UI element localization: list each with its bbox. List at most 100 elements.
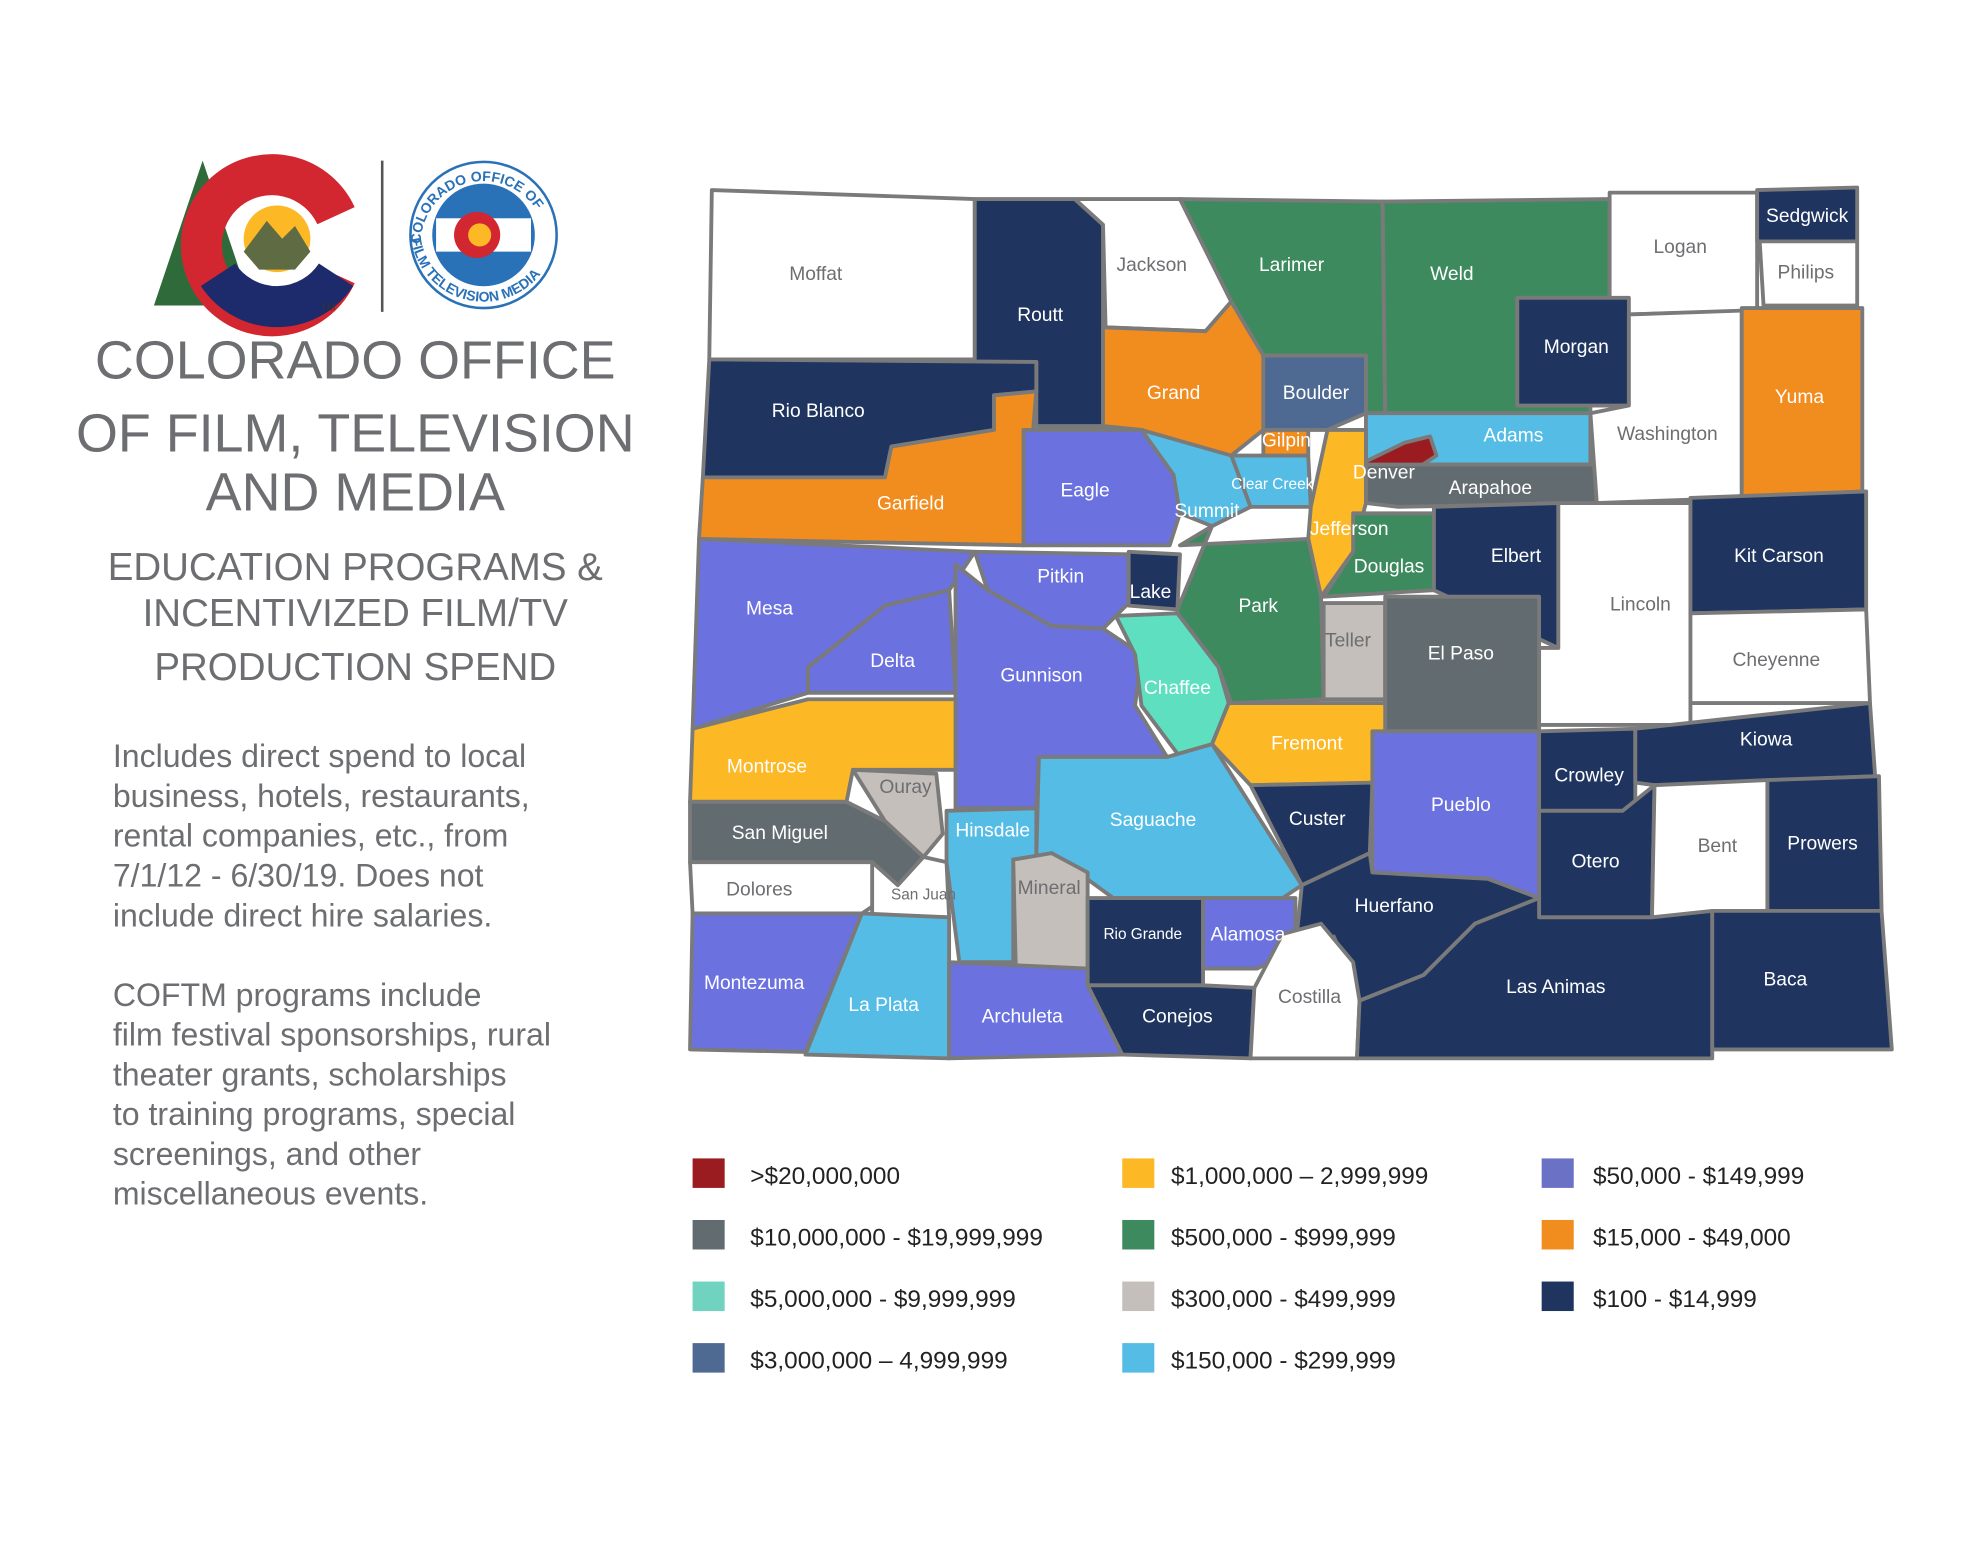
county-label: Gilpin <box>1262 431 1311 452</box>
county-label: Gunnison <box>1000 665 1082 686</box>
description-line: to training programs, special <box>113 1096 516 1132</box>
county-label: Lincoln <box>1610 595 1671 616</box>
county <box>1355 896 1715 1061</box>
county-label: Routt <box>1017 305 1064 326</box>
county <box>806 588 958 695</box>
county-label: Teller <box>1325 631 1372 652</box>
county-label: Ouray <box>879 777 932 798</box>
legend-label: $10,000,000 - $19,999,999 <box>750 1225 1043 1252</box>
county-label: Kiowa <box>1740 729 1793 750</box>
county-label: Otero <box>1571 851 1619 872</box>
logo-mountain <box>243 220 311 270</box>
county-label: Rio Blanco <box>772 401 865 422</box>
county-label: Baca <box>1763 969 1807 990</box>
subtitle-line: EDUCATION PROGRAMS & <box>108 546 603 589</box>
county-label: Yuma <box>1775 387 1824 408</box>
county-label: Jefferson <box>1310 519 1389 540</box>
county-label: La Plata <box>848 995 919 1016</box>
legend-swatch <box>1122 1158 1155 1188</box>
county-label: Conejos <box>1142 1006 1213 1027</box>
county-label: Mineral <box>1018 878 1081 899</box>
county-label: Weld <box>1430 264 1473 285</box>
county-label: Washington <box>1617 424 1718 445</box>
legend-label: $15,000 - $49,000 <box>1593 1225 1791 1252</box>
county <box>850 767 945 859</box>
description-line: include direct hire salaries. <box>113 897 492 933</box>
county-label: Denver <box>1353 463 1416 484</box>
legend-swatch <box>692 1158 725 1188</box>
county-label: Saguache <box>1110 810 1197 831</box>
legend-label: $3,000,000 – 4,999,999 <box>750 1348 1007 1375</box>
trademark: TM <box>321 303 336 314</box>
logo-c-bottom <box>200 262 354 328</box>
county-label: Custer <box>1289 809 1346 830</box>
county-label: Clear Creek <box>1231 476 1313 493</box>
county-label: Montezuma <box>704 973 805 994</box>
legend: >$20,000,000 $10,000,000 - $19,999,999 $5,… <box>692 1158 1804 1375</box>
county-label: Lake <box>1130 582 1172 603</box>
county-label: Las Animas <box>1506 977 1605 998</box>
county-label: Cheyenne <box>1733 650 1821 671</box>
description-line: film festival sponsorships, rural <box>113 1017 551 1053</box>
legend-label: >$20,000,000 <box>750 1163 900 1190</box>
county-label: Dolores <box>726 879 792 900</box>
legend-label: $300,000 - $499,999 <box>1171 1286 1396 1313</box>
county-label: San Miguel <box>732 823 828 844</box>
county-label: Bent <box>1698 836 1738 857</box>
county-label: Larimer <box>1259 255 1325 276</box>
legend-swatch <box>1122 1281 1155 1312</box>
county-label: Crowley <box>1554 765 1624 786</box>
logo: TM COLORADO OFFICE OF FILM TELEVISION ME… <box>153 154 558 337</box>
county-label: Fremont <box>1271 733 1343 754</box>
legend-label: $500,000 - $999,999 <box>1171 1225 1396 1252</box>
county-label: Pitkin <box>1037 567 1084 588</box>
county-label: Elbert <box>1491 546 1542 567</box>
county-label: Philips <box>1778 263 1835 284</box>
title-line: COLORADO OFFICE <box>95 331 616 391</box>
county <box>1757 239 1860 308</box>
county-label: Montrose <box>727 756 807 777</box>
legend-label: $50,000 - $149,999 <box>1593 1163 1804 1190</box>
county <box>1261 353 1368 432</box>
county-label: Moffat <box>789 264 843 285</box>
county <box>1710 908 1894 1052</box>
county <box>1248 921 1362 1061</box>
county-label: Prowers <box>1787 833 1858 854</box>
description-line: 7/1/12 - 6/30/19. Does not <box>113 858 484 894</box>
county-label: El Paso <box>1428 643 1494 664</box>
description-line: COFTM programs include <box>113 977 482 1013</box>
county-label: Morgan <box>1544 337 1609 358</box>
county-label: Jackson <box>1116 255 1187 276</box>
description-line: theater grants, scholarships <box>113 1056 507 1092</box>
county-label: Grand <box>1147 383 1200 404</box>
legend-swatch <box>1541 1219 1574 1250</box>
county-label: Summit <box>1174 501 1240 522</box>
description-line: rental companies, etc., from <box>113 818 508 854</box>
county-label: Douglas <box>1354 556 1425 577</box>
county-label: San Juan <box>891 886 956 903</box>
title-line: AND MEDIA <box>206 463 505 523</box>
legend-label: $100 - $14,999 <box>1593 1286 1757 1313</box>
county-label: Garfield <box>877 493 944 514</box>
county-label: Boulder <box>1283 383 1350 404</box>
county-label: Adams <box>1484 425 1544 446</box>
legend-swatch <box>692 1281 725 1312</box>
legend-label: $5,000,000 - $9,999,999 <box>750 1286 1015 1313</box>
title-line: OF FILM, TELEVISION <box>76 404 635 464</box>
county-label: Hinsdale <box>955 820 1030 841</box>
legend-swatch <box>692 1219 725 1250</box>
legend-swatch <box>1541 1281 1574 1312</box>
legend-swatch <box>1541 1158 1574 1188</box>
description-line: Includes direct spend to local <box>113 738 526 774</box>
county-label: Kit Carson <box>1734 546 1824 567</box>
county-label: Mesa <box>746 599 793 620</box>
badge-lens <box>468 223 492 247</box>
county-label: Sedgwick <box>1766 206 1849 227</box>
county-label: Park <box>1238 596 1278 617</box>
county-label: Pueblo <box>1431 795 1491 816</box>
county-label: Eagle <box>1060 481 1109 502</box>
county-label: Delta <box>870 651 915 672</box>
